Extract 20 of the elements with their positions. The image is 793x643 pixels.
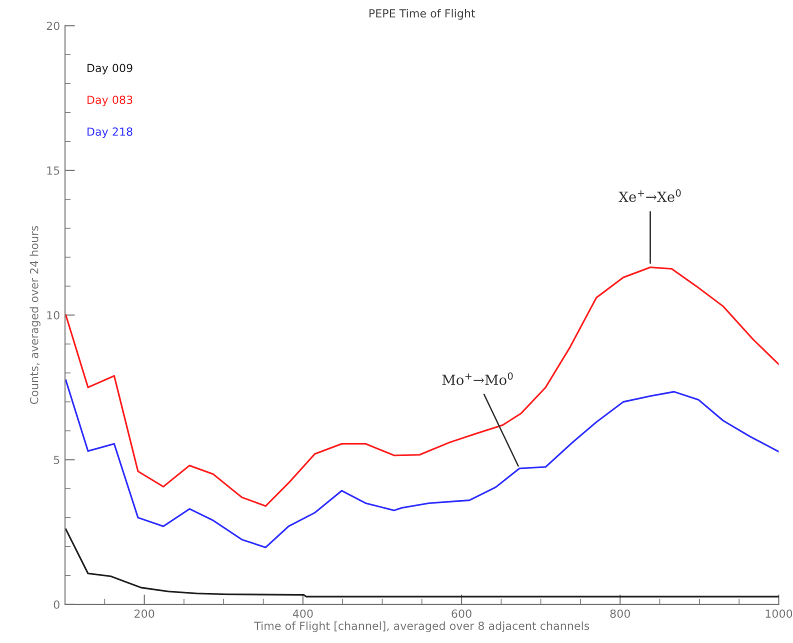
text: Day 083 bbox=[88, 96, 132, 106]
x-tick-label: 400 bbox=[292, 609, 313, 618]
annotation: Xe$^{+}$→Xe$^{0}$ bbox=[618, 189, 681, 202]
text: Day 218 bbox=[88, 127, 132, 138]
chart-title: PEPE Time of Flight bbox=[369, 8, 476, 20]
x-tick-label: 1000 bbox=[766, 609, 792, 618]
x-tick-label: 600 bbox=[452, 609, 472, 618]
y-tick-label: 0 bbox=[54, 600, 60, 609]
y-tick-label: 5 bbox=[54, 456, 60, 464]
text: Day 009 bbox=[88, 64, 132, 74]
annotation: Mo$^{+}$→Mo$^{0}$ bbox=[442, 372, 513, 386]
y-tick-label: 15 bbox=[47, 166, 60, 175]
y-tick-label: 20 bbox=[46, 22, 60, 30]
line-series bbox=[65, 266, 779, 507]
x-axis-title: Time of Flight [channel], averaged over 8 adjacent channels bbox=[254, 621, 590, 632]
line-series bbox=[65, 528, 779, 598]
x-tick-label: 800 bbox=[610, 609, 630, 618]
y-tick-label: 10 bbox=[47, 311, 60, 320]
x-tick-label: 200 bbox=[134, 609, 154, 618]
y-axis-title: Counts, averaged over 24 hours bbox=[30, 226, 40, 404]
